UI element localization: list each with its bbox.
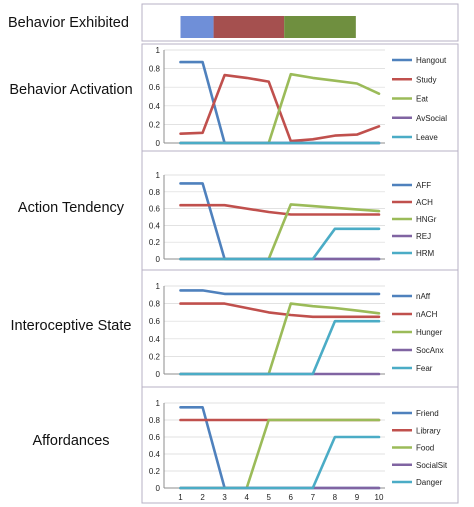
series-line-hangout: [179, 60, 381, 145]
x-tick-label: 3: [222, 493, 227, 502]
legend-label-fear: Fear: [416, 364, 433, 373]
panel-behavior-activation: Behavior Activation 0 0.2 0.4 0.6 0.8 1 Hangout…: [9, 43, 459, 152]
y-tick-label: 0.6: [149, 83, 161, 92]
x-tick-label: 8: [333, 493, 338, 502]
y-tick-label: 0.2: [149, 238, 161, 247]
behavior-exhibited-label: Behavior Exhibited: [8, 15, 129, 31]
y-tick-label: 0.8: [149, 416, 161, 425]
y-tick-label: 0: [156, 370, 161, 379]
y-tick-label: 0.2: [149, 120, 161, 129]
x-tick-label: 10: [375, 493, 384, 502]
panel-interoceptive-state: Interoceptive State 0 0.2 0.4 0.6 0.8 1 nAff nAC…: [11, 269, 459, 388]
series-line-nach: [179, 302, 381, 319]
legend-label-study: Study: [416, 75, 436, 84]
legend-label-eat: Eat: [416, 95, 429, 104]
behavior-segment-1: [180, 16, 214, 38]
legend-label-hunger: Hunger: [416, 328, 443, 337]
series-line-fear: [179, 319, 381, 376]
panel-affordances: Affordances 0 0.2 0.4 0.6 0.8 1 Friend Library Fo…: [32, 386, 459, 504]
y-tick-label: 0.4: [149, 450, 161, 459]
panel-action-tendency: Action Tendency 0 0.2 0.4 0.6 0.8 1 AFF ACH HNGr R…: [18, 150, 459, 271]
series-line-danger: [179, 435, 381, 490]
y-tick-label: 0.8: [149, 188, 161, 197]
legend-label-aff: AFF: [416, 181, 431, 190]
y-tick-label: 0.6: [149, 433, 161, 442]
y-tick-label: 1: [156, 46, 161, 55]
row-label: Behavior Activation: [9, 82, 132, 98]
legend-label-hangout: Hangout: [416, 56, 447, 65]
y-tick-label: 0.4: [149, 102, 161, 111]
row-label: Action Tendency: [18, 200, 125, 216]
legend-label-rej: REJ: [416, 232, 431, 241]
x-tick-label: 6: [289, 493, 294, 502]
y-tick-label: 0: [156, 484, 161, 493]
series-line-hrm: [179, 227, 381, 261]
y-tick-label: 0: [156, 255, 161, 264]
panel-frame: [141, 269, 459, 388]
legend-label-avsocial: AvSocial: [416, 114, 447, 123]
y-tick-label: 0.8: [149, 300, 161, 309]
y-tick-label: 1: [156, 282, 161, 291]
behavior-segment-2: [213, 16, 285, 38]
panel-frame: [141, 386, 459, 504]
y-tick-label: 0.2: [149, 352, 161, 361]
behavior-segment-3: [284, 16, 356, 38]
x-tick-label: 9: [355, 493, 360, 502]
series-line-eat: [179, 72, 381, 145]
y-tick-label: 0: [156, 139, 161, 148]
y-tick-label: 0.2: [149, 467, 161, 476]
legend-label-library: Library: [416, 426, 440, 435]
y-tick-label: 0.4: [149, 335, 161, 344]
y-tick-label: 0.8: [149, 65, 161, 74]
row-label: Affordances: [32, 433, 109, 449]
x-tick-label: 5: [266, 493, 271, 502]
y-tick-label: 0.6: [149, 205, 161, 214]
behavior-exhibited-row: Behavior Exhibited: [8, 3, 459, 42]
series-line-naff: [179, 289, 381, 296]
chart-panels: Behavior Activation 0 0.2 0.4 0.6 0.8 1 Hangout…: [9, 43, 459, 504]
legend-label-hngr: HNGr: [416, 215, 437, 224]
x-tick-label: 1: [178, 493, 183, 502]
behavior-exhibited-frame: [141, 3, 459, 42]
x-tick-label: 7: [311, 493, 316, 502]
legend-label-friend: Friend: [416, 409, 439, 418]
legend-label-socialsit: SocialSit: [416, 461, 448, 470]
y-tick-label: 0.4: [149, 221, 161, 230]
x-tick-label: 4: [244, 493, 249, 502]
legend-label-leave: Leave: [416, 133, 438, 142]
y-tick-label: 0.6: [149, 317, 161, 326]
row-label: Interoceptive State: [11, 318, 132, 334]
legend-label-nach: nACH: [416, 310, 438, 319]
behavior-bar: [180, 16, 356, 38]
series-line-aff: [179, 182, 381, 261]
x-tick-label: 2: [200, 493, 205, 502]
legend-label-danger: Danger: [416, 478, 443, 487]
legend-label-socanx: SocAnx: [416, 346, 444, 355]
series-line-ach: [179, 203, 381, 216]
y-tick-label: 1: [156, 399, 161, 408]
legend-label-hrm: HRM: [416, 249, 435, 258]
legend-label-ach: ACH: [416, 198, 433, 207]
legend-label-food: Food: [416, 444, 434, 453]
y-tick-label: 1: [156, 171, 161, 180]
legend-label-naff: nAff: [416, 292, 431, 301]
